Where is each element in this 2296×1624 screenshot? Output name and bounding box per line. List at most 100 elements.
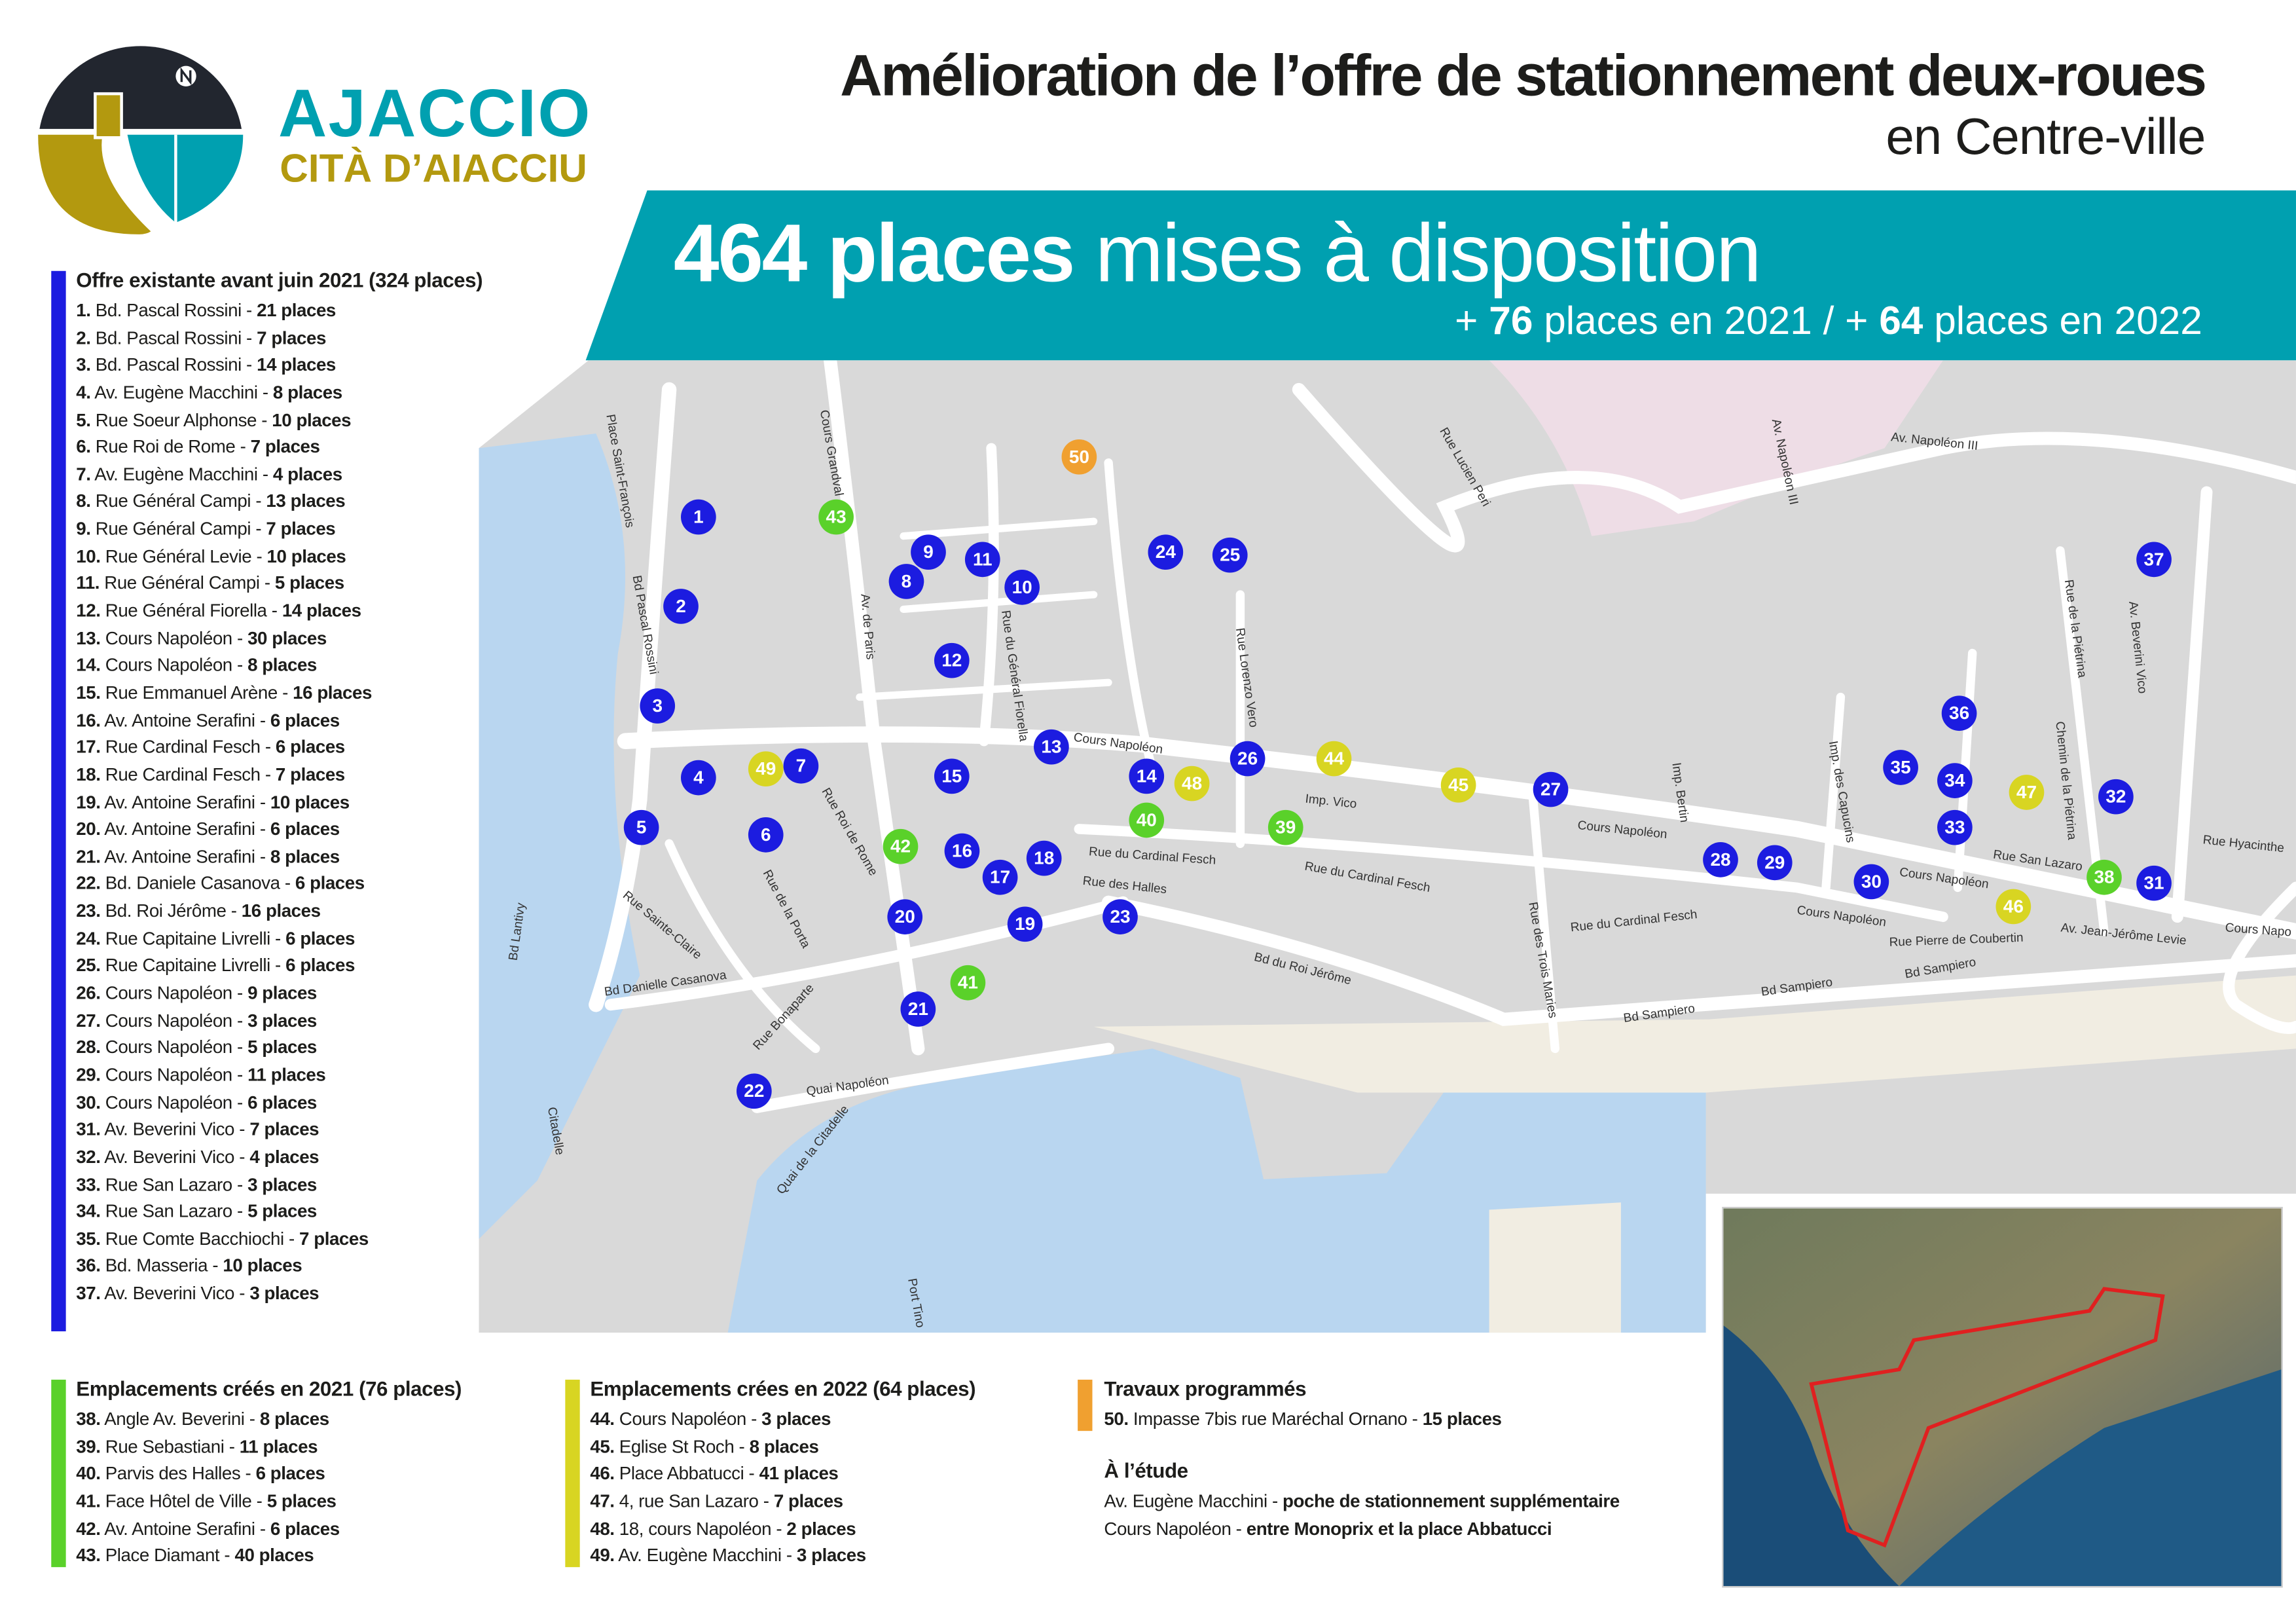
- item-number: 26.: [76, 982, 101, 1004]
- item-places: 11 places: [239, 1436, 318, 1457]
- list-item: Cours Napoléon - entre Monoprix et la pl…: [1104, 1518, 1552, 1539]
- item-number: 42.: [76, 1518, 101, 1539]
- parking-marker-23[interactable]: 23: [1102, 899, 1138, 934]
- parking-marker-40[interactable]: 40: [1129, 802, 1165, 838]
- parking-marker-41[interactable]: 41: [950, 965, 986, 1001]
- parking-marker-36[interactable]: 36: [1941, 695, 1977, 731]
- section-title: À l’étude: [1104, 1458, 1188, 1483]
- list-item: 21. Av. Antoine Serafini - 8 places: [76, 846, 340, 867]
- parking-marker-48[interactable]: 48: [1174, 766, 1210, 802]
- item-places: 2 places: [786, 1518, 856, 1539]
- parking-marker-12[interactable]: 12: [934, 642, 970, 678]
- parking-marker-18[interactable]: 18: [1026, 840, 1062, 876]
- parking-marker-21[interactable]: 21: [900, 991, 936, 1027]
- aerial-photo-inset: [1722, 1206, 2283, 1588]
- created-2021-list: Emplacements créés en 2021 (76 places) 38…: [76, 1376, 462, 1570]
- parking-marker-22[interactable]: 22: [737, 1073, 772, 1109]
- item-street: Rue Général Campi: [104, 573, 260, 594]
- item-street: Rue Cardinal Fesch: [105, 737, 261, 758]
- item-street: Rue Capitaine Livrelli: [105, 955, 270, 976]
- list-item: 24. Rue Capitaine Livrelli - 6 places: [76, 928, 355, 949]
- parking-marker-34[interactable]: 34: [1937, 763, 1973, 798]
- existing-list: Offre existante avant juin 2021 (324 pla…: [76, 268, 483, 1307]
- parking-marker-7[interactable]: 7: [783, 748, 819, 784]
- list-item: 31. Av. Beverini Vico - 7 places: [76, 1119, 319, 1140]
- parking-marker-3[interactable]: 3: [640, 688, 676, 724]
- item-places: 8 places: [259, 1409, 329, 1430]
- item-places: 6 places: [285, 928, 355, 949]
- item-number: 12.: [76, 600, 101, 621]
- parking-marker-26[interactable]: 26: [1230, 741, 1266, 777]
- item-street: Av. Eugène Macchini: [618, 1545, 782, 1566]
- list-item: 4. Av. Eugène Macchini - 8 places: [76, 382, 342, 403]
- parking-marker-37[interactable]: 37: [2136, 542, 2172, 578]
- parking-marker-19[interactable]: 19: [1007, 906, 1043, 942]
- parking-marker-15[interactable]: 15: [934, 758, 970, 794]
- list-item: 48. 18, cours Napoléon - 2 places: [590, 1518, 856, 1539]
- parking-marker-45[interactable]: 45: [1440, 767, 1476, 803]
- parking-marker-35[interactable]: 35: [1883, 750, 1918, 785]
- item-places: 6 places: [285, 955, 355, 976]
- item-number: 30.: [76, 1092, 101, 1113]
- item-places: 3 places: [796, 1545, 866, 1566]
- item-places: 11 places: [247, 1064, 326, 1086]
- item-street: Bd. Daniele Casanova: [105, 874, 280, 895]
- parking-marker-1[interactable]: 1: [681, 499, 716, 535]
- parking-marker-31[interactable]: 31: [2136, 865, 2172, 901]
- parking-marker-25[interactable]: 25: [1212, 537, 1248, 573]
- parking-marker-32[interactable]: 32: [2098, 779, 2134, 815]
- item-street: Parvis des Halles: [105, 1463, 241, 1485]
- item-number: 44.: [590, 1409, 615, 1430]
- parking-marker-44[interactable]: 44: [1316, 741, 1352, 777]
- parking-marker-42[interactable]: 42: [883, 828, 919, 864]
- list-item: 1. Bd. Pascal Rossini - 21 places: [76, 300, 336, 321]
- parking-marker-33[interactable]: 33: [1937, 809, 1973, 845]
- list-item: 28. Cours Napoléon - 5 places: [76, 1037, 317, 1058]
- parking-marker-39[interactable]: 39: [1267, 809, 1303, 845]
- parking-marker-4[interactable]: 4: [681, 760, 716, 796]
- parking-marker-50[interactable]: 50: [1061, 439, 1097, 475]
- item-number: 28.: [76, 1037, 101, 1058]
- created-2022-list: Emplacements crées en 2022 (64 places) 44…: [590, 1376, 975, 1570]
- parking-marker-6[interactable]: 6: [748, 817, 784, 853]
- page-subtitle: en Centre-ville: [1886, 108, 2206, 166]
- item-street: Rue Sebastiani: [105, 1436, 225, 1457]
- parking-marker-2[interactable]: 2: [663, 589, 699, 624]
- parking-marker-28[interactable]: 28: [1703, 842, 1738, 877]
- parking-marker-16[interactable]: 16: [944, 833, 980, 869]
- parking-marker-8[interactable]: 8: [888, 564, 924, 599]
- item-street: Angle Av. Beverini: [104, 1409, 245, 1430]
- parking-marker-30[interactable]: 30: [1853, 864, 1889, 900]
- logo-name: AJACCIO: [278, 75, 592, 151]
- item-places: 6 places: [270, 1518, 340, 1539]
- city-center-map[interactable]: Cours Napoléon Cours Napoléon Cours Napolé…: [479, 360, 2296, 1333]
- list-item: 34. Rue San Lazaro - 5 places: [76, 1201, 317, 1222]
- item-number: 49.: [590, 1545, 615, 1566]
- parking-marker-27[interactable]: 27: [1533, 771, 1569, 807]
- parking-marker-29[interactable]: 29: [1757, 845, 1793, 881]
- parking-marker-13[interactable]: 13: [1034, 729, 1069, 765]
- parking-marker-49[interactable]: 49: [748, 751, 784, 787]
- created-2021-legend-bar: [51, 1379, 66, 1568]
- item-places: 3 places: [249, 1283, 319, 1304]
- list-item: 42. Av. Antoine Serafini - 6 places: [76, 1518, 340, 1539]
- parking-marker-20[interactable]: 20: [887, 899, 923, 934]
- parking-marker-9[interactable]: 9: [911, 534, 946, 570]
- item-places: 16 places: [241, 900, 321, 922]
- list-item: 20. Av. Antoine Serafini - 6 places: [76, 819, 340, 840]
- parking-marker-46[interactable]: 46: [1995, 889, 2032, 925]
- parking-marker-5[interactable]: 5: [623, 809, 659, 845]
- parking-marker-14[interactable]: 14: [1129, 758, 1165, 794]
- parking-marker-24[interactable]: 24: [1148, 534, 1184, 570]
- parking-marker-10[interactable]: 10: [1004, 570, 1040, 605]
- parking-marker-43[interactable]: 43: [818, 499, 854, 535]
- parking-marker-38[interactable]: 38: [2086, 859, 2122, 895]
- item-number: 25.: [76, 955, 101, 976]
- parking-marker-11[interactable]: 11: [964, 542, 1000, 578]
- item-number: 21.: [76, 846, 101, 867]
- parking-marker-17[interactable]: 17: [982, 859, 1018, 895]
- parking-marker-47[interactable]: 47: [2009, 775, 2045, 810]
- item-places: 5 places: [247, 1201, 317, 1222]
- item-street: Rue Soeur Alphonse: [95, 409, 257, 430]
